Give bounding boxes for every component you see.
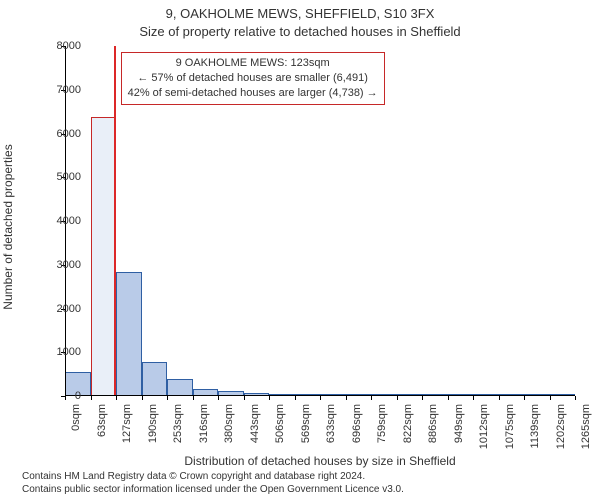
x-tick-mark xyxy=(499,396,500,400)
y-tick-label: 3000 xyxy=(41,259,81,271)
x-tick-label: 316sqm xyxy=(198,404,210,464)
x-tick-mark xyxy=(320,396,321,400)
x-tick-mark xyxy=(218,396,219,400)
x-tick-mark xyxy=(448,396,449,400)
y-tick-label: 4000 xyxy=(41,215,81,227)
x-tick-label: 63sqm xyxy=(96,404,108,464)
x-tick-mark xyxy=(371,396,372,400)
histogram-bar xyxy=(167,379,193,396)
x-tick-label: 1075sqm xyxy=(504,404,516,464)
x-tick-mark xyxy=(295,396,296,400)
footer-line1: Contains HM Land Registry data © Crown c… xyxy=(22,471,404,484)
x-axis-label: Distribution of detached houses by size … xyxy=(65,454,575,468)
histogram-bar xyxy=(142,362,168,396)
y-tick-label: 8000 xyxy=(41,40,81,52)
x-tick-mark xyxy=(116,396,117,400)
x-tick-mark xyxy=(193,396,194,400)
annotation-line3: 42% of semi-detached houses are larger (… xyxy=(128,86,378,101)
chart-container: 9, OAKHOLME MEWS, SHEFFIELD, S10 3FX Siz… xyxy=(0,0,600,500)
histogram-bar xyxy=(116,272,142,396)
x-axis-line xyxy=(65,395,575,396)
x-tick-label: 190sqm xyxy=(147,404,159,464)
property-annotation-box: 9 OAKHOLME MEWS: 123sqm ← 57% of detache… xyxy=(121,52,385,105)
x-tick-label: 1265sqm xyxy=(580,404,592,464)
property-marker-line xyxy=(114,46,116,396)
chart-title-subtitle: Size of property relative to detached ho… xyxy=(0,24,600,39)
x-tick-label: 506sqm xyxy=(274,404,286,464)
x-tick-label: 253sqm xyxy=(172,404,184,464)
x-tick-mark xyxy=(244,396,245,400)
x-tick-label: 1139sqm xyxy=(529,404,541,464)
chart-title-address: 9, OAKHOLME MEWS, SHEFFIELD, S10 3FX xyxy=(0,6,600,21)
y-tick-label: 2000 xyxy=(41,303,81,315)
x-tick-mark xyxy=(397,396,398,400)
y-tick-label: 1000 xyxy=(41,346,81,358)
x-tick-label: 696sqm xyxy=(351,404,363,464)
x-tick-mark xyxy=(575,396,576,400)
x-tick-label: 886sqm xyxy=(427,404,439,464)
x-tick-mark xyxy=(422,396,423,400)
x-tick-mark xyxy=(142,396,143,400)
x-tick-label: 1012sqm xyxy=(478,404,490,464)
histogram-bar xyxy=(91,117,117,396)
y-tick-label: 5000 xyxy=(41,171,81,183)
x-tick-label: 569sqm xyxy=(300,404,312,464)
x-tick-mark xyxy=(346,396,347,400)
x-tick-label: 1202sqm xyxy=(555,404,567,464)
x-tick-label: 759sqm xyxy=(376,404,388,464)
x-tick-label: 0sqm xyxy=(70,404,82,464)
x-tick-label: 633sqm xyxy=(325,404,337,464)
x-tick-mark xyxy=(167,396,168,400)
x-tick-mark xyxy=(473,396,474,400)
footer-line2: Contains public sector information licen… xyxy=(22,484,404,497)
x-tick-mark xyxy=(91,396,92,400)
y-axis-label: Number of detached properties xyxy=(1,144,15,309)
x-tick-label: 949sqm xyxy=(453,404,465,464)
x-tick-mark xyxy=(524,396,525,400)
footer-attribution: Contains HM Land Registry data © Crown c… xyxy=(22,471,404,496)
x-tick-label: 127sqm xyxy=(121,404,133,464)
x-tick-mark xyxy=(550,396,551,400)
annotation-line1: 9 OAKHOLME MEWS: 123sqm xyxy=(128,56,378,71)
y-tick-label: 6000 xyxy=(41,128,81,140)
y-tick-label: 7000 xyxy=(41,84,81,96)
annotation-line2: ← 57% of detached houses are smaller (6,… xyxy=(128,71,378,86)
y-tick-label: 0 xyxy=(41,390,81,402)
x-tick-label: 380sqm xyxy=(223,404,235,464)
x-tick-label: 822sqm xyxy=(402,404,414,464)
x-tick-mark xyxy=(269,396,270,400)
x-tick-label: 443sqm xyxy=(249,404,261,464)
plot-area: 9 OAKHOLME MEWS: 123sqm ← 57% of detache… xyxy=(65,46,575,396)
